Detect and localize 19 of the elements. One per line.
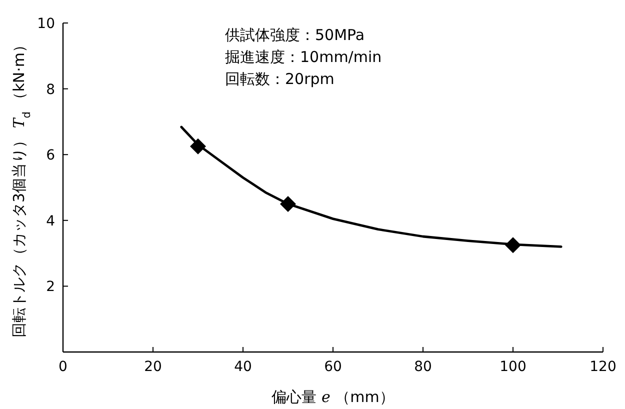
y-tick-label: 2 (46, 279, 55, 296)
y-tick-label: 4 (46, 213, 56, 230)
x-tick-label: 20 (144, 359, 162, 375)
x-axis-title: 偏心量 e （mm） (272, 388, 394, 406)
point (505, 237, 521, 254)
y-tick-label: 8 (46, 82, 55, 98)
x-tick-label: 120 (590, 359, 616, 375)
x-tick-label: 60 (324, 359, 342, 375)
annotation: 回転数：20rpm (225, 70, 334, 88)
y-tick-label: 6 (46, 148, 56, 164)
x-tick-label: 80 (414, 359, 432, 375)
point (190, 138, 206, 154)
y-tick-label: 10 (37, 16, 55, 32)
annotation: 供試体強度：50MPa (225, 26, 365, 44)
x-tick-label: 100 (500, 359, 526, 375)
point (280, 196, 296, 212)
x-tick-label: 40 (234, 359, 252, 375)
annotation: 掘進速度：10mm/min (225, 48, 382, 66)
x-tick-label: 0 (58, 359, 68, 375)
